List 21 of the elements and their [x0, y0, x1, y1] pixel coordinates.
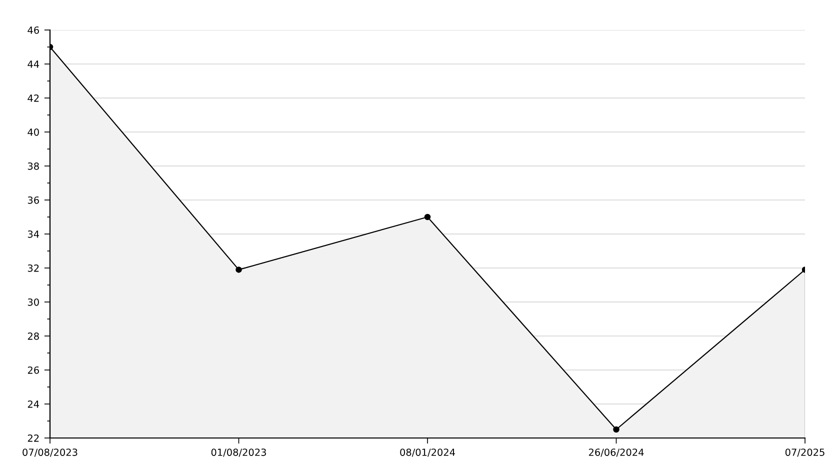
- y-tick-label: 34: [28, 230, 40, 238]
- y-tick-label: 32: [28, 264, 39, 272]
- y-tick-label: 36: [28, 196, 39, 204]
- point: [424, 214, 431, 220]
- x-tick-label: 01/08/2023: [211, 448, 266, 457]
- x-tick-label: 07/2025: [785, 448, 824, 457]
- y-tick-label: 44: [28, 60, 40, 68]
- point: [236, 266, 242, 273]
- y-tick-label: 46: [28, 26, 39, 34]
- y-tick-label: 40: [28, 128, 39, 136]
- y-tick-label: 24: [28, 400, 40, 408]
- x-tick-label: 08/01/2024: [400, 448, 455, 457]
- y-tick-label: 30: [28, 298, 39, 306]
- point: [613, 426, 620, 433]
- x-tick-label: 07/08/2023: [22, 448, 78, 457]
- y-tick-label: 42: [28, 94, 39, 102]
- y-tick-label: 26: [28, 366, 39, 374]
- y-tick-label: 38: [28, 162, 39, 170]
- x-tick-label: 26/06/2024: [588, 448, 644, 457]
- y-tick-label: 28: [28, 332, 39, 340]
- y-tick-label: 22: [28, 434, 39, 442]
